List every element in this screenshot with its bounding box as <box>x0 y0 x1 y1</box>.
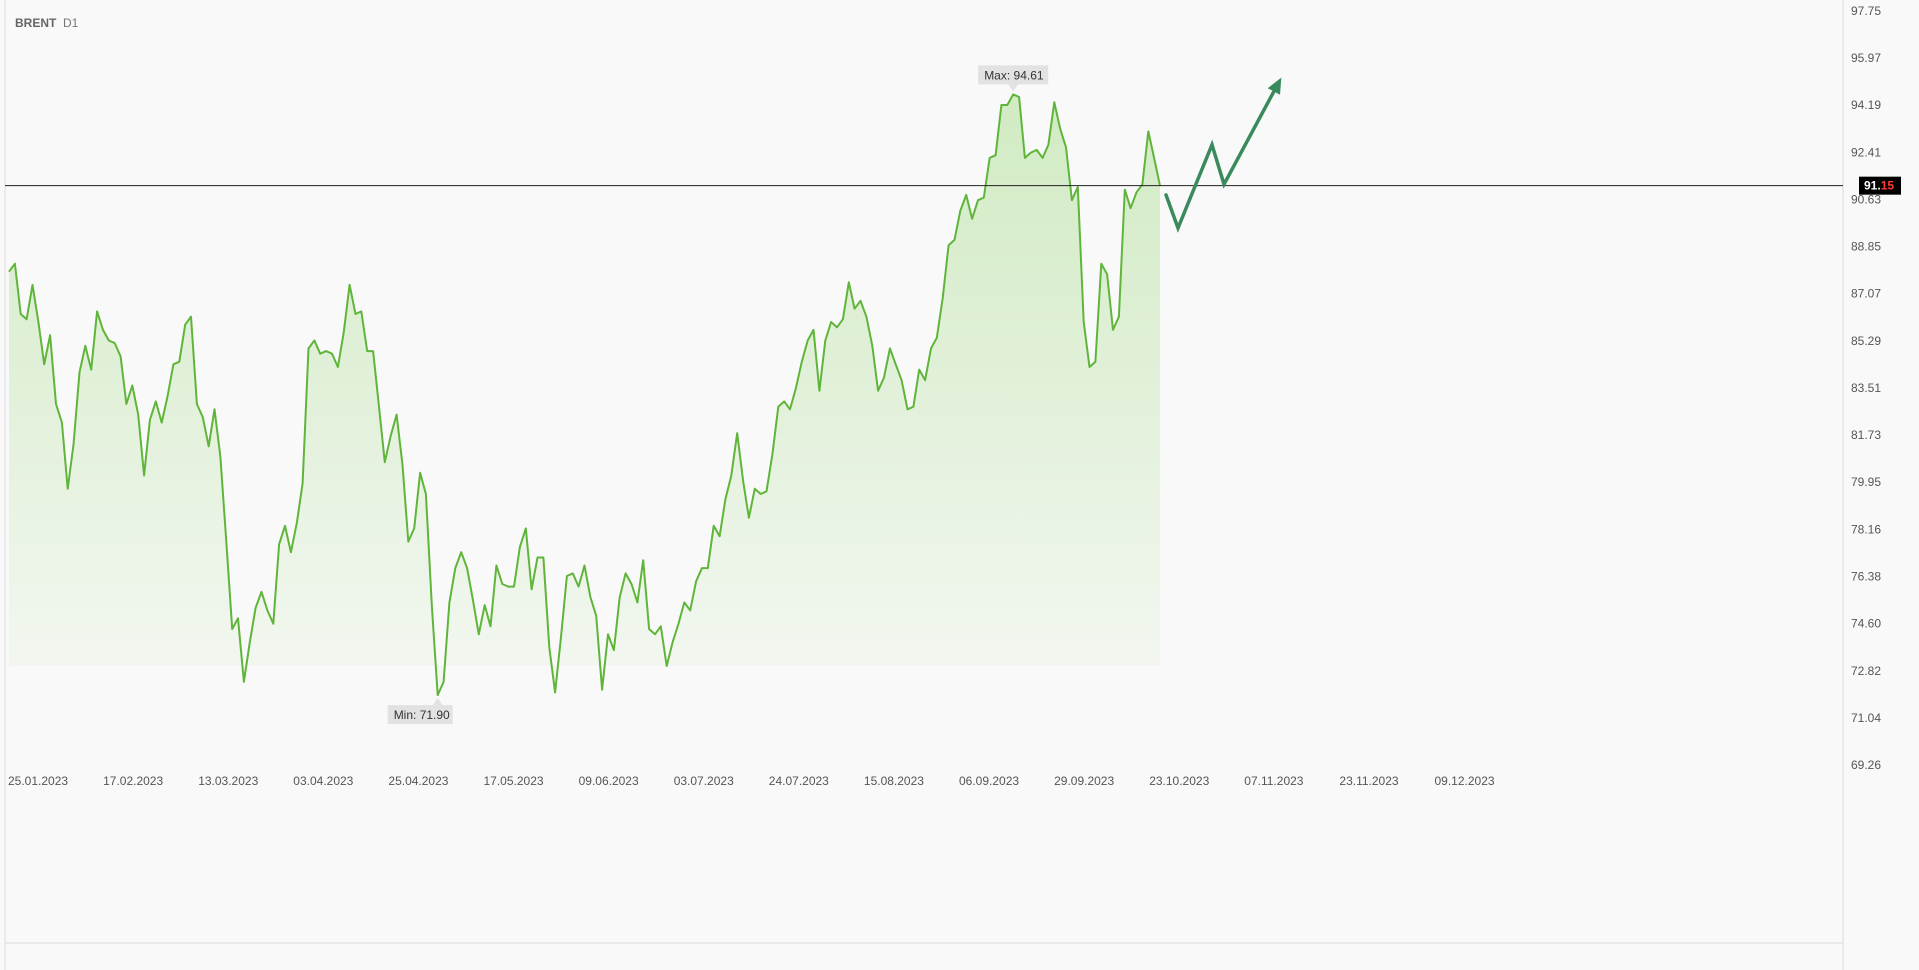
x-tick-label: 23.10.2023 <box>1149 774 1209 788</box>
y-tick-label: 69.26 <box>1851 758 1881 772</box>
timeframe-label: D1 <box>63 16 79 30</box>
x-tick-label: 23.11.2023 <box>1339 774 1398 788</box>
x-tick-label: 07.11.2023 <box>1244 774 1303 788</box>
y-tick-label: 90.63 <box>1851 192 1881 206</box>
x-axis: 25.01.2023 17.02.2023 13.03.2023 03.04.2023… <box>8 774 1495 788</box>
x-tick-label: 15.08.2023 <box>864 774 924 788</box>
max-annotation: Max: 94.61 <box>978 65 1049 92</box>
x-tick-label: 03.04.2023 <box>293 774 353 788</box>
current-price-label-bg <box>1859 176 1901 195</box>
y-tick-label: 88.85 <box>1851 240 1881 254</box>
max-annotation-label: Max: 94.61 <box>984 68 1044 82</box>
x-tick-label: 25.01.2023 <box>8 774 68 788</box>
price-area-fill <box>9 94 1160 696</box>
y-tick-label: 94.19 <box>1851 98 1881 112</box>
x-tick-label: 06.09.2023 <box>959 774 1019 788</box>
y-tick-label: 72.82 <box>1851 664 1881 678</box>
y-tick-label: 95.97 <box>1851 51 1881 65</box>
x-tick-label: 09.12.2023 <box>1435 774 1495 788</box>
max-annotation-pointer <box>1008 84 1019 92</box>
y-tick-label: 83.51 <box>1851 381 1881 395</box>
y-tick-label: 92.41 <box>1851 145 1881 159</box>
current-price-main: 91. <box>1864 179 1881 193</box>
forecast-arrow <box>1164 77 1282 233</box>
y-tick-label: 76.38 <box>1851 570 1881 584</box>
x-tick-label: 17.02.2023 <box>103 774 163 788</box>
min-annotation-pointer <box>432 698 443 706</box>
current-price-tail: 15 <box>1881 179 1895 193</box>
min-annotation-label: Min: 71.90 <box>394 708 450 722</box>
y-tick-label: 97.75 <box>1851 4 1881 18</box>
y-tick-label: 79.95 <box>1851 475 1881 489</box>
x-tick-label: 24.07.2023 <box>769 774 829 788</box>
current-price-label: 91.15 <box>1859 176 1901 195</box>
x-tick-label: 09.06.2023 <box>579 774 639 788</box>
y-tick-label: 87.07 <box>1851 287 1881 301</box>
max-annotation-bg <box>978 65 1049 85</box>
x-tick-label: 29.09.2023 <box>1054 774 1114 788</box>
min-annotation: Min: 71.90 <box>387 698 453 725</box>
y-axis: 97.75 95.97 94.19 92.41 90.63 88.85 87.07 85.29… <box>1851 4 1881 772</box>
symbol-label: BRENT <box>15 16 57 30</box>
y-tick-label: 71.04 <box>1851 711 1881 725</box>
x-tick-label: 25.04.2023 <box>388 774 448 788</box>
y-tick-label: 74.60 <box>1851 617 1881 631</box>
current-price-value: 91.15 <box>1864 179 1894 193</box>
x-tick-label: 17.05.2023 <box>484 774 544 788</box>
x-tick-label: 13.03.2023 <box>198 774 258 788</box>
y-tick-label: 78.16 <box>1851 522 1881 536</box>
min-annotation-bg <box>387 705 453 725</box>
x-tick-label: 03.07.2023 <box>674 774 734 788</box>
price-line <box>8 93 1161 697</box>
y-tick-label: 85.29 <box>1851 334 1881 348</box>
y-tick-label: 81.73 <box>1851 428 1881 442</box>
